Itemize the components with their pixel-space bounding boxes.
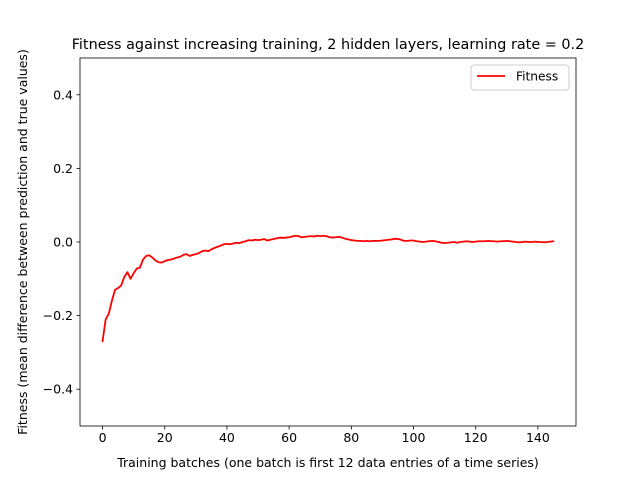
y-axis-ticks: −0.4 −0.2 0.0 0.2 0.4 [43, 87, 80, 397]
y-tick-label: 0.4 [53, 87, 73, 102]
x-tick-label: 80 [343, 430, 359, 445]
y-tick-label: −0.4 [43, 382, 73, 397]
legend: Fitness [470, 64, 570, 91]
x-tick-label: 20 [157, 430, 173, 445]
x-axis-ticks: 0 20 40 60 80 100 120 140 [99, 426, 550, 445]
y-axis-label: Fitness (mean difference between predict… [15, 49, 30, 435]
plot-layer [101, 234, 555, 343]
x-tick-label: 100 [402, 430, 426, 445]
x-tick-label: 60 [281, 430, 297, 445]
x-tick-label: 40 [219, 430, 235, 445]
y-tick-label: 0.0 [53, 235, 73, 250]
y-tick-label: −0.2 [43, 308, 73, 323]
chart-title: Fitness against increasing training, 2 h… [72, 37, 585, 53]
x-tick-label: 0 [99, 430, 107, 445]
legend-box [470, 64, 570, 91]
series-line-fitness [101, 234, 555, 343]
legend-label-fitness: Fitness [516, 70, 558, 84]
x-axis-label: Training batches (one batch is first 12 … [116, 455, 539, 470]
x-tick-label: 120 [464, 430, 488, 445]
y-tick-label: 0.2 [53, 161, 73, 176]
x-tick-label: 140 [526, 430, 550, 445]
